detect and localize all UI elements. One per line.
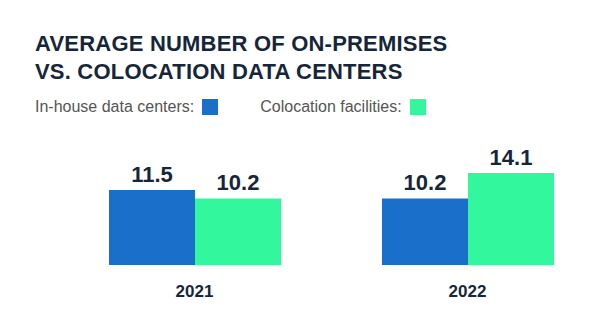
svg-text:14.1: 14.1 xyxy=(490,145,533,170)
html-text:AVERAGE NUMBER OF ON-PREMISES: AVERAGE NUMBER OF ON-PREMISES VS. COLOCA… xyxy=(35,31,448,84)
html-text:Colocation facilities:: Colocation facilities: xyxy=(260,98,402,115)
svg-text:2021: 2021 xyxy=(176,282,214,301)
svg-text:10.2: 10.2 xyxy=(404,170,447,195)
svg-text:2022: 2022 xyxy=(449,282,487,301)
html-text:In-house data centers:: In-house data centers: xyxy=(35,98,195,115)
svg-text:10.2: 10.2 xyxy=(217,170,260,195)
svg-text:11.5: 11.5 xyxy=(131,162,173,187)
